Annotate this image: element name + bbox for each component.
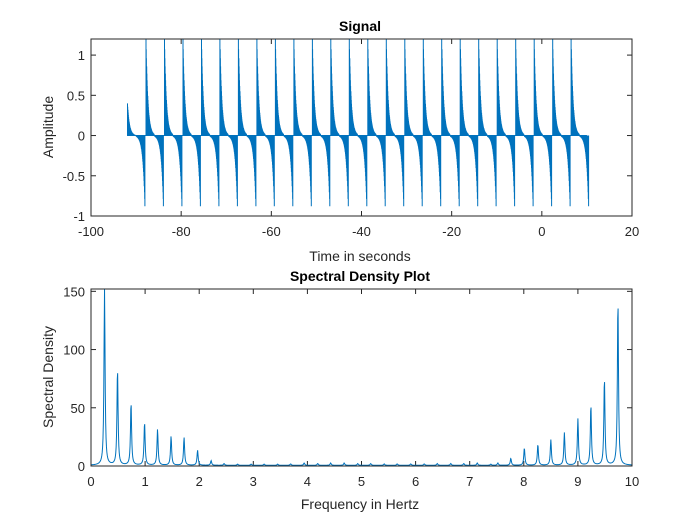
signal-ytick-label: 1 <box>78 48 85 63</box>
signal-xtick-label: -40 <box>352 224 371 239</box>
spectral-xtick-label: 4 <box>304 474 311 489</box>
spectral-xtick-label: 3 <box>250 474 257 489</box>
spectral-xtick-label: 8 <box>520 474 527 489</box>
spectral-ylabel: Spectral Density <box>40 326 56 428</box>
signal-ytick-label: -1 <box>73 209 85 224</box>
signal-chart: Signal -100 -80 -60 -40 -20 0 20 -1 -0.5 0 0.5 1 Ti… <box>40 18 639 264</box>
spectral-axes-frame <box>90 288 633 467</box>
signal-xlabel: Time in seconds <box>309 248 410 264</box>
spectral-ytick-label: 0 <box>78 459 85 474</box>
spectral-xtick-label: 10 <box>625 474 639 489</box>
spectral-ytick-label: 100 <box>63 343 85 358</box>
signal-xtick-label: 0 <box>538 224 545 239</box>
spectral-xtick-label: 9 <box>574 474 581 489</box>
signal-ytick-label: 0 <box>78 129 85 144</box>
signal-xtick-label: -100 <box>78 224 104 239</box>
spectral-xtick-label: 0 <box>87 474 94 489</box>
signal-tick-group: -100 -80 -60 -40 -20 0 20 -1 -0.5 0 0.5 1 <box>63 39 639 239</box>
spectral-xtick-label: 5 <box>358 474 365 489</box>
spectral-ytick-label: 150 <box>63 284 85 299</box>
spectral-xtick-label: 7 <box>466 474 473 489</box>
signal-ylabel: Amplitude <box>40 96 56 158</box>
spectral-xtick-label: 6 <box>412 474 419 489</box>
signal-chart-title: Signal <box>339 18 381 34</box>
spectral-chart-title: Spectral Density Plot <box>290 268 430 284</box>
signal-ytick-label: -0.5 <box>63 169 85 184</box>
spectral-ytick-label: 50 <box>71 401 85 416</box>
signal-xtick-label: 20 <box>625 224 639 239</box>
signal-xtick-label: -60 <box>262 224 281 239</box>
spectral-xtick-label: 2 <box>196 474 203 489</box>
spectral-xlabel: Frequency in Hertz <box>301 496 419 512</box>
signal-xtick-label: -80 <box>172 224 191 239</box>
signal-ytick-label: 0.5 <box>67 88 85 103</box>
signal-series-line <box>127 39 590 207</box>
signal-xtick-label: -20 <box>442 224 461 239</box>
spectral-xtick-label: 1 <box>141 474 148 489</box>
spectral-series-line <box>90 288 633 466</box>
signal-axes-frame <box>90 38 633 217</box>
spectral-chart: Spectral Density Plot 0 1 2 3 4 5 6 7 8 9 10050100… <box>40 268 639 512</box>
